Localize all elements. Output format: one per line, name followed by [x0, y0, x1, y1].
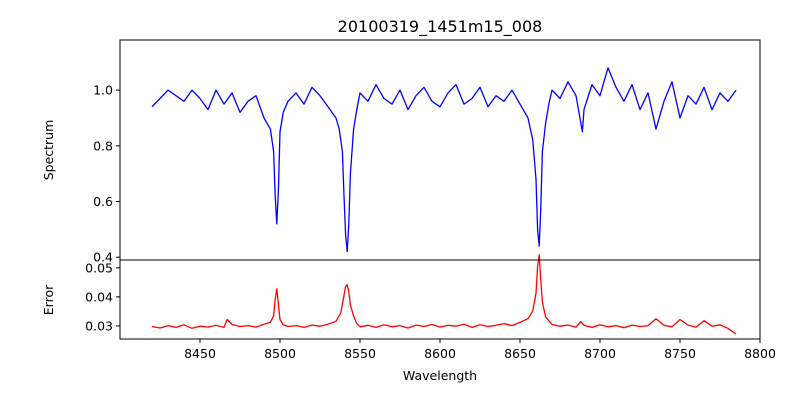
xtick-label: 8450 [184, 346, 216, 361]
spectrum-ytick-label: 0.6 [93, 194, 113, 209]
error-series-line-0 [151, 254, 737, 335]
xtick-label: 8500 [264, 346, 296, 361]
error-ylabel: Error [41, 284, 56, 315]
error-panel: 0.03 0.04 0.05 8450 8500 8550 8600 8650 8700 8750… [85, 254, 776, 361]
xtick-label: 8800 [744, 346, 776, 361]
xtick-label: 8700 [584, 346, 616, 361]
spectrum-panel: 0.4 0.6 0.8 1.0 [93, 39, 761, 265]
xtick-label: 8550 [344, 346, 376, 361]
x-axis-label: Wavelength [403, 368, 477, 383]
spectrum-ytick-label: 0.4 [93, 250, 113, 265]
chart-title: 20100319_1451m15_008 [338, 17, 543, 37]
spectrum-ytick-label: 1.0 [93, 83, 113, 98]
spectrum-series-line-0 [151, 67, 737, 253]
spectrum-axes-frame [119, 39, 761, 261]
xtick-label: 8600 [424, 346, 456, 361]
error-ytick-label: 0.04 [85, 289, 113, 304]
xtick-label: 8650 [504, 346, 536, 361]
xtick-label: 8750 [664, 346, 696, 361]
error-ytick-label: 0.05 [85, 260, 113, 275]
spectrum-ytick-label: 0.8 [93, 138, 113, 153]
error-ytick-label: 0.03 [85, 318, 113, 333]
spectrum-ylabel: Spectrum [41, 120, 56, 181]
